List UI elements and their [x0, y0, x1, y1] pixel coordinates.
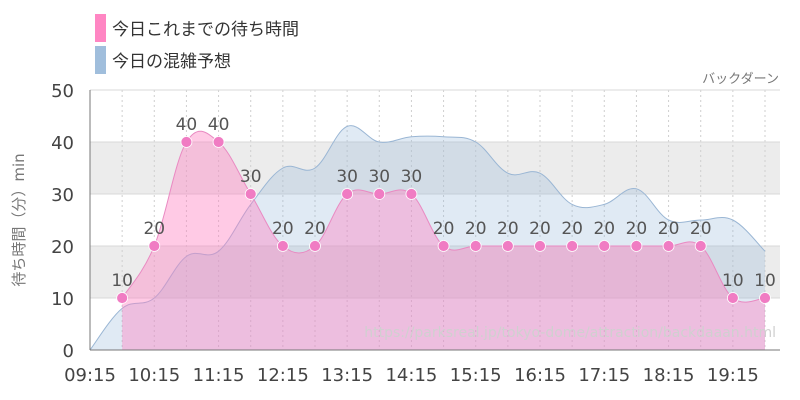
- data-label: 20: [529, 219, 551, 239]
- x-tick-label: 14:15: [385, 365, 437, 386]
- data-label: 20: [626, 219, 648, 239]
- y-tick-label: 0: [63, 341, 74, 362]
- data-label: 30: [368, 167, 390, 187]
- legend-item: 今日の混雑予想: [95, 46, 231, 74]
- y-tick-label: 20: [51, 237, 74, 258]
- x-tick-label: 13:15: [321, 365, 373, 386]
- data-label: 10: [754, 271, 776, 291]
- legend-label: 今日の混雑予想: [112, 52, 231, 72]
- data-point: [341, 188, 354, 200]
- data-point: [630, 240, 643, 252]
- watermark: https://parksreal.jp/tokyo-dome/attracti…: [364, 325, 776, 341]
- attraction-name: バックダーン: [702, 72, 779, 87]
- data-point: [759, 292, 771, 304]
- data-point: [566, 240, 579, 252]
- data-point: [148, 240, 161, 252]
- data-point: [373, 188, 386, 200]
- data-label: 40: [176, 115, 198, 135]
- grid-bands: [90, 142, 780, 298]
- x-tick-label: 11:15: [193, 365, 245, 386]
- x-tick-label: 18:15: [643, 365, 695, 386]
- forecast-area: [89, 125, 766, 351]
- data-point: [534, 240, 546, 252]
- y-tick-label: 30: [51, 185, 74, 206]
- x-tick-label: 19:15: [707, 365, 759, 386]
- x-tick-labels: 09:15 10:15 11:15 12:15 13:15 14:15 15:15 16:15…: [64, 365, 759, 386]
- legend-label: 今日これまでの待ち時間: [112, 20, 299, 40]
- data-label: 20: [143, 219, 165, 239]
- axes: [89, 90, 780, 351]
- data-point: [598, 240, 611, 252]
- data-point: [662, 240, 675, 252]
- x-tick-label: 15:15: [450, 365, 502, 386]
- forecast-fill: [90, 125, 765, 350]
- data-point: [212, 136, 225, 148]
- legend-item: 今日これまでの待ち時間: [95, 14, 299, 42]
- x-tick-label: 10:15: [128, 365, 180, 386]
- y-tick-labels: 0 10 20 30 40 50: [51, 81, 74, 362]
- x-tick-label: 17:15: [578, 365, 630, 386]
- grid-band: [90, 142, 780, 194]
- legend-swatch: [95, 14, 106, 42]
- data-point: [309, 240, 321, 252]
- y-tick-label: 50: [51, 81, 74, 102]
- x-tick-label: 16:15: [514, 365, 566, 386]
- x-tick-label: 09:15: [64, 365, 116, 386]
- data-markers: [116, 136, 771, 304]
- data-point: [726, 292, 739, 304]
- data-label: 20: [497, 219, 519, 239]
- legend-swatch: [95, 46, 106, 74]
- data-point: [116, 292, 129, 304]
- data-point: [180, 136, 193, 148]
- data-label: 20: [593, 219, 615, 239]
- data-label: 20: [690, 219, 712, 239]
- data-point: [244, 188, 257, 200]
- data-label: 20: [272, 219, 294, 239]
- data-point: [501, 240, 514, 252]
- data-point: [469, 240, 482, 252]
- data-label: 10: [111, 271, 133, 291]
- data-label: 30: [336, 167, 358, 187]
- data-label: 30: [401, 167, 423, 187]
- actual-fill: [122, 131, 765, 350]
- forecast-line: [89, 125, 766, 351]
- data-label: 20: [561, 219, 583, 239]
- data-label: 20: [465, 219, 487, 239]
- data-label: 20: [433, 219, 455, 239]
- data-label: 20: [658, 219, 680, 239]
- data-point: [276, 240, 289, 252]
- data-label: 20: [304, 219, 326, 239]
- y-tick-label: 10: [51, 289, 74, 310]
- x-tick-label: 12:15: [257, 365, 309, 386]
- y-tick-label: 40: [51, 133, 74, 154]
- data-labels: 10 20 40 40 30 20 20 30 30 30 20 20 20 20 20 20 20 20 20 10…: [111, 115, 775, 291]
- data-label: 10: [722, 271, 744, 291]
- data-point: [694, 240, 707, 252]
- data-point: [437, 240, 450, 252]
- data-point: [405, 188, 418, 200]
- data-label: 40: [208, 115, 230, 135]
- data-label: 30: [240, 167, 262, 187]
- y-axis-label: 待ち時間（分）min: [10, 153, 28, 286]
